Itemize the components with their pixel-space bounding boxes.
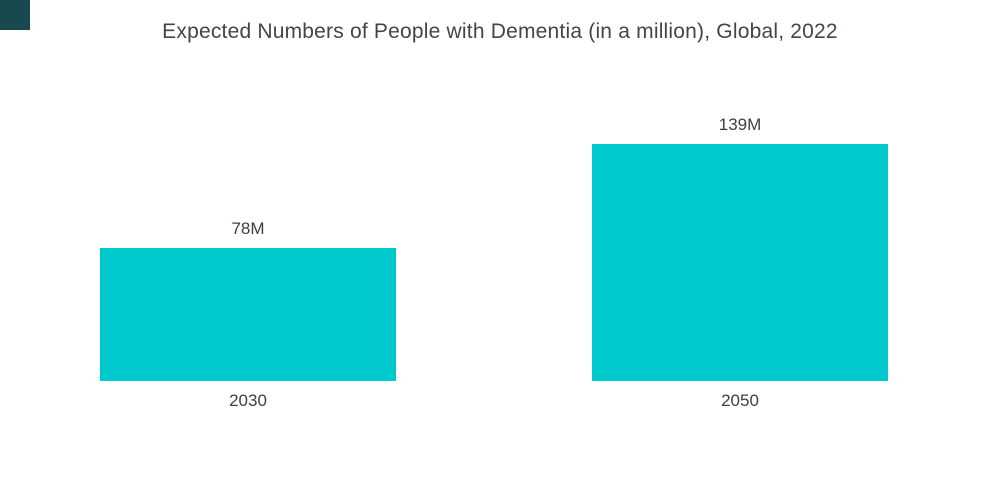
bar-group-2050: 139M 2050	[592, 115, 888, 411]
chart-title: Expected Numbers of People with Dementia…	[162, 20, 838, 43]
bar-chart: 78M 2030 139M 2050	[100, 115, 888, 411]
bar-value-label: 78M	[231, 219, 265, 238]
bar-2030	[100, 248, 396, 381]
bar-group-2030: 78M 2030	[100, 219, 396, 411]
brand-logo-square	[0, 0, 30, 30]
bar-category-label: 2050	[721, 391, 759, 410]
bar-2050	[592, 144, 888, 381]
bar-value-label: 139M	[718, 115, 762, 134]
bar-category-label: 2030	[229, 391, 267, 410]
